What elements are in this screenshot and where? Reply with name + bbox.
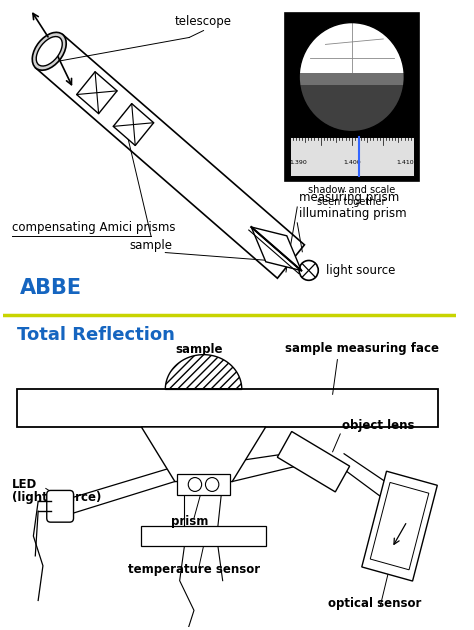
Text: Total Reflection: Total Reflection	[17, 326, 175, 344]
Text: shadow and scale: shadow and scale	[308, 185, 395, 195]
Text: compensating Amici prisms: compensating Amici prisms	[12, 220, 176, 234]
Bar	[299, 73, 404, 85]
Polygon shape	[362, 471, 438, 581]
FancyBboxPatch shape	[47, 490, 73, 522]
Text: temperature sensor: temperature sensor	[128, 563, 260, 576]
Bar	[17, 389, 438, 427]
Bar	[285, 13, 419, 181]
Text: illuminating prism: illuminating prism	[299, 207, 407, 220]
Text: LED: LED	[12, 478, 37, 491]
Text: object lens: object lens	[342, 419, 415, 432]
Polygon shape	[113, 103, 154, 146]
Bar	[177, 474, 230, 495]
Circle shape	[205, 478, 219, 491]
Bar	[141, 526, 266, 546]
Text: sample measuring face: sample measuring face	[285, 341, 439, 355]
Circle shape	[299, 23, 404, 132]
Polygon shape	[36, 35, 304, 278]
Polygon shape	[299, 23, 404, 77]
Text: 1.390: 1.390	[290, 161, 307, 165]
Text: prism: prism	[171, 515, 208, 528]
Polygon shape	[251, 227, 301, 270]
Polygon shape	[251, 227, 301, 270]
Circle shape	[188, 478, 201, 491]
Polygon shape	[77, 72, 117, 113]
Text: ABBE: ABBE	[20, 278, 82, 298]
Text: sample: sample	[129, 239, 173, 251]
Text: sample: sample	[175, 343, 222, 356]
Polygon shape	[277, 432, 350, 492]
Text: 1.400: 1.400	[343, 161, 361, 165]
Text: light source: light source	[326, 265, 395, 277]
Text: measuring prism: measuring prism	[299, 191, 400, 204]
Text: 1.410: 1.410	[396, 161, 414, 165]
Text: optical sensor: optical sensor	[328, 597, 421, 610]
Polygon shape	[165, 355, 242, 389]
Text: telescope: telescope	[175, 14, 232, 28]
Bar	[290, 137, 414, 176]
Text: seen together: seen together	[318, 197, 386, 207]
Polygon shape	[141, 427, 266, 481]
Text: (light source): (light source)	[12, 491, 102, 505]
Ellipse shape	[32, 32, 66, 70]
Ellipse shape	[36, 37, 62, 66]
